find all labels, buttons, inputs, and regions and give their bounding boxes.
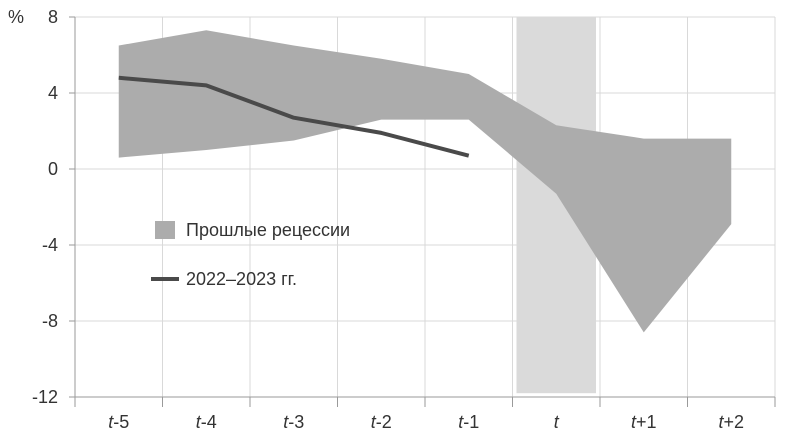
y-tick-label: 4 xyxy=(48,83,58,103)
legend-label-past-recessions: Прошлые рецессии xyxy=(186,220,350,240)
x-tick-labels: t-5 t-4 t-3 t-2 t-1 t t+1 t+2 xyxy=(108,412,744,432)
legend: Прошлые рецессии 2022–2023 гг. xyxy=(151,220,350,289)
y-unit-label: % xyxy=(8,7,24,27)
y-tick-label: 8 xyxy=(48,7,58,27)
x-tick-label: t-2 xyxy=(371,412,392,432)
y-tick-labels: % 8 4 0 -4 -8 -12 xyxy=(8,7,58,407)
y-tick-label: -8 xyxy=(42,311,58,331)
legend-label-current-episode: 2022–2023 гг. xyxy=(186,269,297,289)
x-tick-label: t+1 xyxy=(631,412,657,432)
x-tick-label: t xyxy=(554,412,560,432)
x-tick-label: t-1 xyxy=(458,412,479,432)
x-tick-label: t-5 xyxy=(108,412,129,432)
legend-swatch-past-recessions xyxy=(155,221,175,239)
x-tick-label: t-3 xyxy=(283,412,304,432)
x-tick-label: t+2 xyxy=(718,412,744,432)
y-tick-label: 0 xyxy=(48,159,58,179)
y-tick-label: -4 xyxy=(42,235,58,255)
y-tick-label: -12 xyxy=(32,387,58,407)
x-tick-label: t-4 xyxy=(196,412,217,432)
